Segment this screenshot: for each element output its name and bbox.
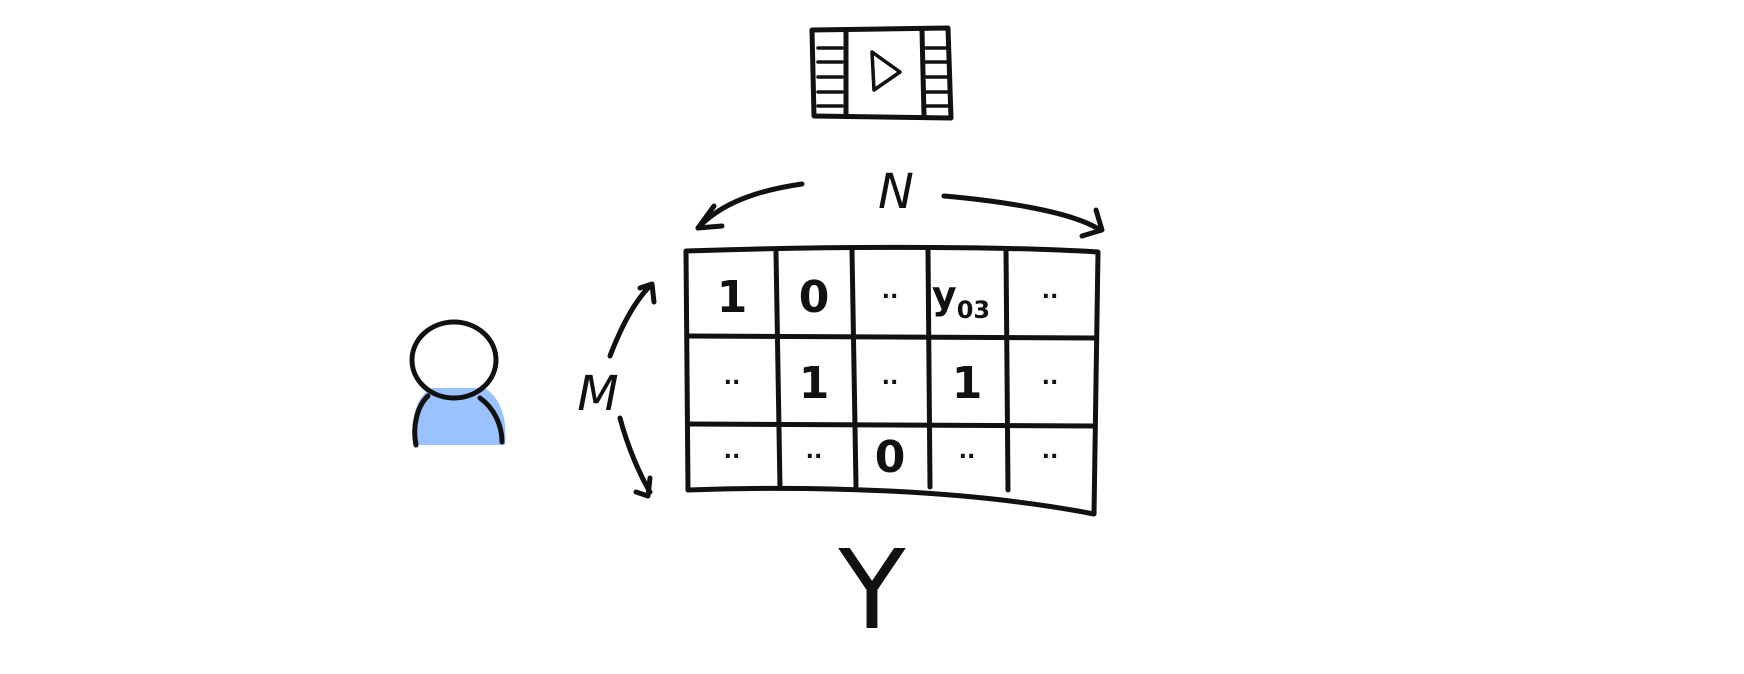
- matrix-cell-1-1: 1: [799, 358, 830, 409]
- matrix-label: Y: [837, 526, 906, 654]
- matrix-cell-1-3: 1: [952, 358, 983, 409]
- matrix-cell-0-1: 0: [799, 272, 830, 323]
- rows-label: M: [577, 366, 618, 422]
- film-play-icon: [809, 25, 954, 121]
- matrix-cells: 1 0.. y03.... 1.. 1...... 0....: [717, 272, 1059, 483]
- matrix-cell-2-3: ..: [959, 439, 976, 464]
- matrix-cell-2-4: ..: [1042, 439, 1059, 464]
- matrix-cell-1-2: ..: [882, 365, 899, 390]
- matrix-cell-0-3: y03: [932, 273, 990, 324]
- matrix-cell-2-1: ..: [806, 439, 823, 464]
- columns-dimension: N: [695, 164, 1105, 239]
- matrix-grid: [683, 244, 1101, 517]
- matrix-cell-1-0: ..: [724, 365, 741, 390]
- matrix-cell-1-4: ..: [1042, 365, 1059, 390]
- person-icon: [409, 319, 506, 448]
- matrix-cell-0-2: ..: [882, 279, 899, 304]
- matrix-symbol: Y: [837, 526, 906, 654]
- rows-dimension: M: [577, 281, 657, 499]
- matrix-cell-0-4: ..: [1042, 279, 1059, 304]
- matrix-cell-2-0: ..: [724, 439, 741, 464]
- columns-label: N: [878, 164, 914, 220]
- matrix-cell-0-0: 1: [717, 272, 748, 323]
- matrix-cell-2-2: 0: [875, 432, 906, 483]
